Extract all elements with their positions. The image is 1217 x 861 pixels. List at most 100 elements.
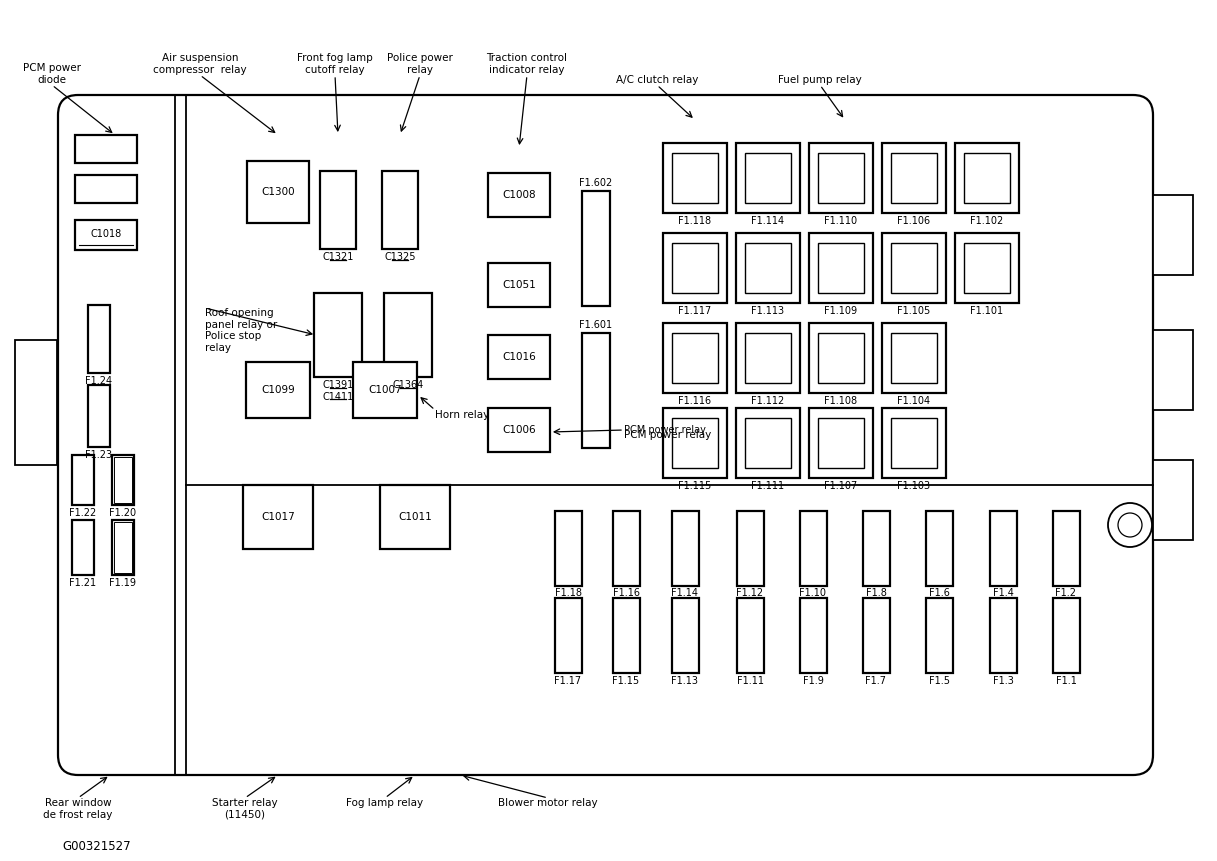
Bar	[72, 455, 94, 505]
Text: F1.112: F1.112	[751, 396, 785, 406]
Bar	[112, 520, 134, 575]
Bar	[75, 135, 138, 163]
Bar	[247, 161, 309, 223]
Text: F1.10: F1.10	[800, 589, 826, 598]
Bar	[1053, 598, 1079, 672]
Bar	[925, 511, 953, 585]
Text: F1.601: F1.601	[579, 319, 612, 330]
Bar	[809, 323, 873, 393]
Text: F1.13: F1.13	[672, 676, 699, 685]
Text: PCM power
diode: PCM power diode	[23, 64, 82, 85]
Bar	[736, 143, 800, 213]
Text: F1.116: F1.116	[678, 396, 712, 406]
Bar	[1152, 330, 1193, 410]
Text: F1.4: F1.4	[993, 589, 1014, 598]
Text: F1.106: F1.106	[897, 216, 931, 226]
Bar	[809, 408, 873, 478]
Bar	[582, 190, 610, 306]
Bar	[891, 418, 937, 468]
Bar	[75, 220, 138, 250]
Bar	[15, 340, 57, 465]
Bar	[989, 598, 1016, 672]
Bar	[818, 243, 864, 293]
Text: F1.17: F1.17	[555, 676, 582, 685]
Bar	[555, 511, 582, 585]
Bar	[925, 598, 953, 672]
Text: F1.105: F1.105	[897, 306, 931, 316]
Bar	[818, 418, 864, 468]
Bar	[672, 243, 718, 293]
Text: F1.109: F1.109	[824, 306, 858, 316]
Bar	[955, 233, 1019, 303]
FancyBboxPatch shape	[58, 95, 1152, 775]
Text: C1018: C1018	[90, 229, 122, 239]
Bar	[1053, 511, 1079, 585]
Bar	[672, 598, 699, 672]
Bar	[114, 522, 131, 573]
Bar	[555, 598, 582, 672]
Text: C1300: C1300	[262, 187, 295, 197]
Text: F1.21: F1.21	[69, 578, 96, 588]
Text: Traction control
indicator relay: Traction control indicator relay	[487, 53, 567, 75]
Bar	[882, 323, 946, 393]
Text: F1.101: F1.101	[970, 306, 1004, 316]
Text: Front fog lamp
cutoff relay: Front fog lamp cutoff relay	[297, 53, 372, 75]
Bar	[75, 175, 138, 203]
Text: F1.108: F1.108	[824, 396, 858, 406]
Bar	[818, 153, 864, 203]
Text: C1321: C1321	[323, 252, 354, 262]
Bar	[88, 385, 110, 447]
Text: F1.7: F1.7	[865, 676, 886, 685]
Text: F1.117: F1.117	[678, 306, 712, 316]
Text: Fog lamp relay: Fog lamp relay	[347, 798, 424, 808]
Bar	[882, 233, 946, 303]
Text: G00321527: G00321527	[62, 840, 130, 853]
Bar	[809, 233, 873, 303]
Text: F1.102: F1.102	[970, 216, 1004, 226]
Text: A/C clutch relay: A/C clutch relay	[616, 75, 699, 85]
Text: F1.114: F1.114	[751, 216, 785, 226]
Text: F1.15: F1.15	[612, 676, 640, 685]
Text: Fuel pump relay: Fuel pump relay	[778, 75, 862, 85]
Text: Air suspension
compressor  relay: Air suspension compressor relay	[153, 53, 247, 75]
Text: F1.118: F1.118	[678, 216, 712, 226]
Text: C1364: C1364	[392, 380, 424, 390]
Bar	[114, 457, 131, 503]
Text: F1.12: F1.12	[736, 589, 763, 598]
Text: F1.115: F1.115	[678, 481, 712, 491]
Bar	[612, 511, 639, 585]
Text: F1.1: F1.1	[1055, 676, 1077, 685]
Text: Starter relay
(11450): Starter relay (11450)	[212, 798, 277, 820]
Bar	[955, 143, 1019, 213]
Text: F1.5: F1.5	[929, 676, 949, 685]
Bar	[745, 243, 791, 293]
Text: F1.2: F1.2	[1055, 589, 1077, 598]
Text: PCM power relay: PCM power relay	[624, 430, 711, 440]
Text: Police power
relay: Police power relay	[387, 53, 453, 75]
Bar	[863, 598, 890, 672]
Bar	[488, 173, 550, 217]
Text: F1.20: F1.20	[110, 508, 136, 518]
Text: Rear window
de frost relay: Rear window de frost relay	[44, 798, 113, 820]
Text: C1006: C1006	[503, 425, 535, 435]
Text: F1.9: F1.9	[802, 676, 824, 685]
Text: F1.22: F1.22	[69, 508, 96, 518]
Bar	[863, 511, 890, 585]
Bar	[663, 233, 727, 303]
Bar	[882, 143, 946, 213]
Bar	[380, 485, 450, 549]
Text: C1391: C1391	[323, 380, 354, 390]
Bar	[663, 408, 727, 478]
Text: F1.24: F1.24	[85, 376, 112, 386]
Text: F1.11: F1.11	[736, 676, 763, 685]
Text: F1.6: F1.6	[929, 589, 949, 598]
Text: F1.3: F1.3	[993, 676, 1014, 685]
Bar	[736, 323, 800, 393]
Text: F1.110: F1.110	[824, 216, 858, 226]
Text: F1.107: F1.107	[824, 481, 858, 491]
Bar	[663, 143, 727, 213]
Bar	[1152, 195, 1193, 275]
Bar	[320, 171, 357, 249]
Text: C1325: C1325	[385, 252, 416, 262]
Text: F1.8: F1.8	[865, 589, 886, 598]
